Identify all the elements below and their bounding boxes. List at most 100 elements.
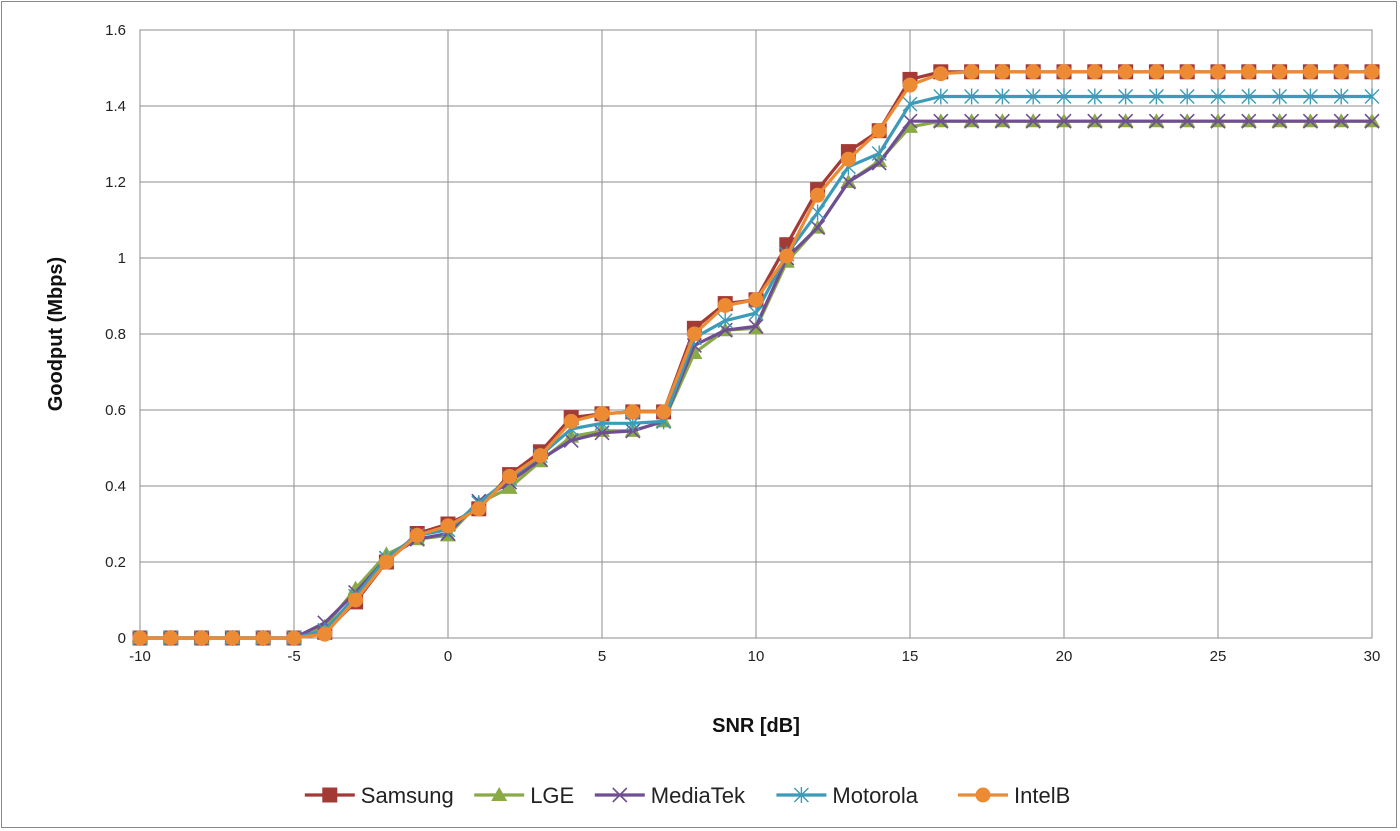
data-point [1302, 113, 1318, 129]
data-point [1148, 64, 1164, 80]
data-point [994, 113, 1010, 129]
series-intelb [132, 64, 1380, 646]
data-point [717, 312, 733, 329]
data-point [1210, 64, 1226, 80]
data-point [163, 630, 179, 646]
data-point [717, 298, 733, 313]
data-point [1364, 88, 1380, 105]
data-point [563, 413, 579, 429]
legend: Samsung LGE MediaTek Motorola IntelB [304, 783, 1070, 808]
y-tick-label: 0 [118, 630, 126, 647]
legend-label: IntelB [1014, 783, 1070, 808]
data-point [810, 187, 826, 203]
data-point [994, 88, 1010, 105]
data-point [194, 630, 210, 646]
x-tick-label: -10 [129, 648, 151, 665]
data-point [1025, 113, 1041, 129]
data-point [1025, 88, 1041, 105]
data-point [1118, 113, 1134, 129]
data-point [902, 113, 918, 129]
data-point [1087, 88, 1103, 105]
data-point [964, 64, 980, 80]
x-tick-label: 5 [598, 648, 606, 665]
data-point [1087, 113, 1103, 129]
data-point [1333, 64, 1349, 80]
series-layer [132, 64, 1380, 646]
data-point [933, 66, 949, 82]
data-point [1056, 88, 1072, 105]
data-point [902, 77, 918, 93]
data-point [502, 469, 518, 484]
y-tick-label: 1.6 [105, 22, 126, 39]
legend-item-motorola: Motorola [776, 783, 919, 808]
data-point [748, 318, 764, 334]
data-point [409, 527, 425, 543]
x-tick-label: 25 [1210, 648, 1227, 665]
x-axis-title: SNR [dB] [712, 715, 800, 737]
data-point [748, 292, 764, 308]
data-point [902, 118, 918, 133]
data-point [1364, 64, 1380, 80]
data-point [1148, 113, 1164, 129]
x-tick-label: 0 [444, 648, 452, 665]
data-point [933, 88, 949, 105]
data-point [255, 630, 271, 646]
data-point [1364, 113, 1380, 129]
legend-item-samsung: Samsung [304, 783, 454, 808]
y-axis-title: Goodput (Mbps) [45, 257, 67, 411]
data-point [964, 113, 980, 129]
x-tick-label: 20 [1056, 648, 1073, 665]
data-point [902, 96, 918, 113]
data-point [594, 406, 610, 422]
data-point [994, 64, 1010, 80]
data-point [686, 326, 702, 342]
legend-swatch-marker [491, 787, 508, 801]
data-point [1210, 88, 1226, 105]
data-point [1272, 64, 1288, 80]
data-point [1272, 88, 1288, 105]
data-point [1333, 113, 1349, 129]
legend-item-mediatek: MediaTek [594, 783, 746, 808]
x-tick-label: 10 [748, 648, 765, 665]
data-point [1056, 113, 1072, 129]
legend-swatch-marker [612, 787, 628, 803]
x-tick-label: -5 [287, 648, 300, 665]
data-point [501, 479, 518, 494]
legend-item-lge: LGE [474, 783, 574, 808]
data-point [378, 554, 394, 570]
data-point [1118, 88, 1134, 105]
data-point [1087, 64, 1103, 80]
data-point [1025, 64, 1041, 80]
legend-label: LGE [530, 783, 574, 808]
data-point [286, 630, 302, 646]
data-point [1302, 88, 1318, 105]
data-point [348, 592, 364, 608]
y-tick-label: 1.2 [105, 174, 126, 191]
y-tick-label: 0.6 [105, 402, 126, 419]
data-point [1302, 64, 1318, 80]
x-tick-label: 30 [1364, 648, 1381, 665]
data-point [625, 404, 641, 420]
data-point [471, 501, 487, 517]
y-tick-label: 1.4 [105, 98, 126, 115]
data-point [871, 145, 887, 162]
data-point [933, 113, 949, 129]
data-point [563, 432, 579, 448]
legend-label: MediaTek [651, 783, 746, 808]
x-tick-label: 15 [902, 648, 919, 665]
data-point [1148, 88, 1164, 105]
data-point [656, 404, 672, 420]
data-point [779, 248, 795, 264]
data-point [1210, 113, 1226, 129]
legend-label: Samsung [361, 783, 454, 808]
data-point [1179, 64, 1195, 80]
data-point [1118, 64, 1134, 80]
data-point [1179, 88, 1195, 105]
data-point [964, 88, 980, 105]
plot-area-border [139, 29, 1373, 639]
legend-swatch-marker [793, 787, 809, 803]
data-point [317, 626, 333, 642]
